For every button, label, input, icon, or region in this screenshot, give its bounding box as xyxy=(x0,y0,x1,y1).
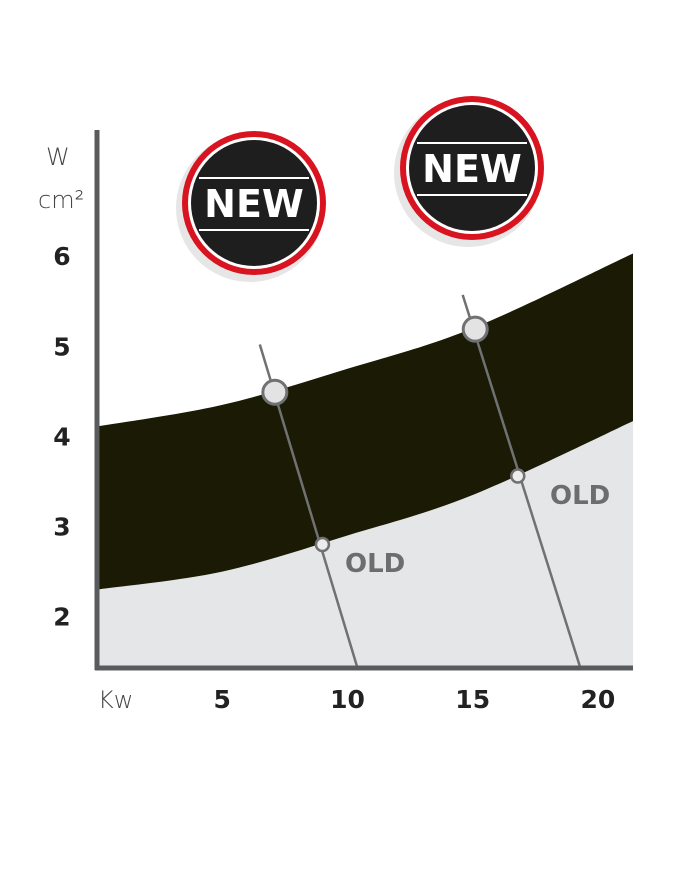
old-area xyxy=(97,421,633,668)
y-tick-label: 6 xyxy=(53,242,70,271)
y-unit-bottom: cm² xyxy=(38,186,84,214)
new-badge-1: NEW xyxy=(176,131,326,282)
y-tick-label: 4 xyxy=(53,422,70,451)
new-point-2 xyxy=(461,315,489,343)
new-label: NEW xyxy=(422,147,522,191)
y-tick-label: 2 xyxy=(53,603,70,632)
x-axis-label: Kw xyxy=(98,686,133,714)
x-tick-label: 15 xyxy=(455,685,490,714)
new-point-1 xyxy=(261,378,289,406)
old-label-1: OLD xyxy=(345,549,405,579)
new-label: NEW xyxy=(204,182,304,226)
new-badge-2: NEW xyxy=(394,96,544,247)
x-tick-label: 20 xyxy=(581,685,616,714)
x-tick-label: 10 xyxy=(330,685,365,714)
y-tick-label: 3 xyxy=(53,513,70,542)
old-point-1 xyxy=(314,536,331,553)
old-label-2: OLD xyxy=(550,481,610,511)
old-point-2 xyxy=(510,468,526,484)
y-tick-label: 5 xyxy=(53,332,70,361)
x-tick-label: 5 xyxy=(214,685,231,714)
y-unit-top: W xyxy=(46,143,70,171)
new-band xyxy=(97,253,633,590)
